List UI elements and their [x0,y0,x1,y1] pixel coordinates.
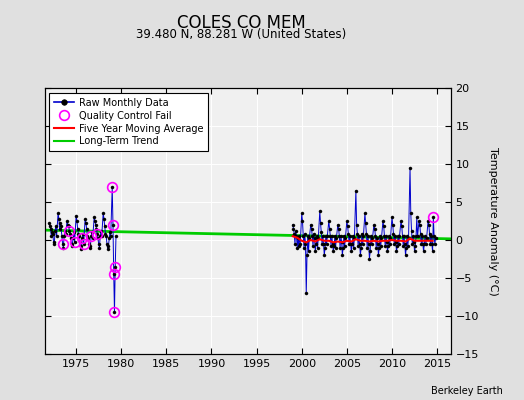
Y-axis label: Temperature Anomaly (°C): Temperature Anomaly (°C) [488,147,498,295]
Text: COLES CO MEM: COLES CO MEM [177,14,305,32]
Text: 39.480 N, 88.281 W (United States): 39.480 N, 88.281 W (United States) [136,28,346,41]
Legend: Raw Monthly Data, Quality Control Fail, Five Year Moving Average, Long-Term Tren: Raw Monthly Data, Quality Control Fail, … [49,93,208,151]
Text: Berkeley Earth: Berkeley Earth [431,386,503,396]
